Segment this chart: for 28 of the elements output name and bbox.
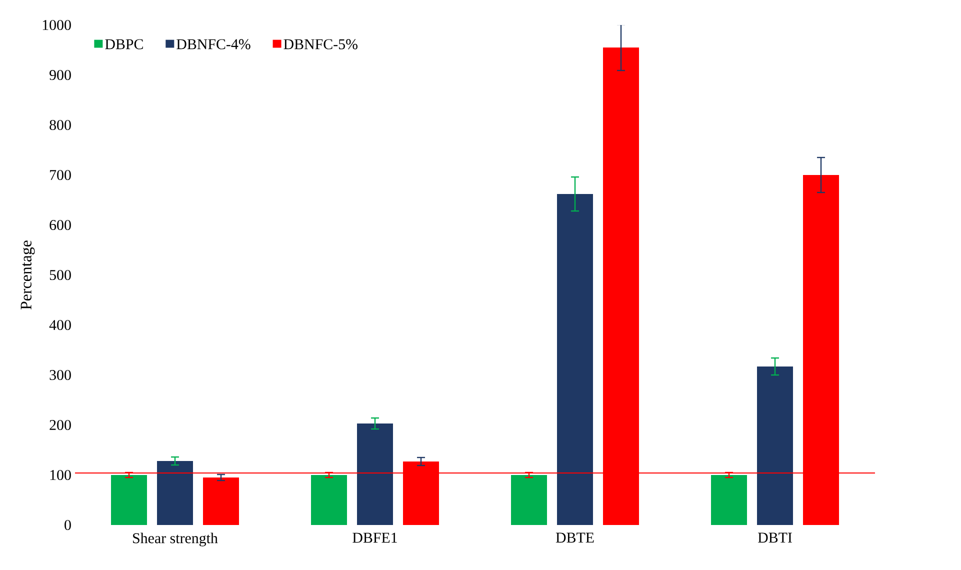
y-tick-label: 500 [50,270,71,280]
x-tick-label: DBFE1 [352,532,397,543]
y-axis-title: Percentage [20,240,35,310]
x-tick-label: DBTI [758,532,792,543]
y-tick-label: 700 [50,170,71,180]
bar [357,424,393,525]
y-tick-label: 600 [50,220,71,230]
x-tick-label: DBTE [556,532,594,543]
legend-label: DBPC [105,39,143,50]
y-tick-label: 1000 [42,20,71,30]
bar [311,475,347,525]
legend-label: DBNFC-5% [284,39,358,50]
bar [111,475,147,525]
bar [557,194,594,525]
y-tick-label: 300 [50,370,71,380]
bar [511,475,548,525]
y-tick-label: 100 [50,470,71,480]
y-tick-label: 200 [50,420,71,430]
bar [203,478,239,525]
y-tick-label: 800 [50,120,71,130]
bar [757,366,794,525]
bar [711,475,748,525]
y-tick-label: 400 [49,320,71,330]
bar [157,461,193,525]
y-tick-label: 900 [50,70,71,80]
y-tick-label: 0 [64,520,71,530]
legend-label: DBNFC-4% [176,39,250,50]
x-tick-label: Shear strength [133,532,218,546]
